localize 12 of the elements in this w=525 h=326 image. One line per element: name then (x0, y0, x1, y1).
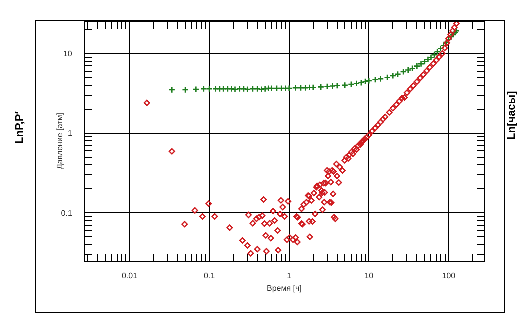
text: Ln[часы] (506, 90, 518, 140)
x-tick-label: 100 (442, 272, 456, 281)
text: LnP,P′ (14, 111, 26, 144)
y-tick-label: 1 (68, 129, 73, 138)
y-axis-title: Давление [атм] (56, 113, 64, 170)
x-tick-label: 0.1 (204, 272, 216, 281)
x-tick-label: 10 (364, 272, 374, 281)
x-axis-title: Время [ч] (267, 284, 302, 293)
x-tick-label: 0.01 (122, 272, 138, 281)
x-tick-label: 1 (287, 272, 292, 281)
y-tick-label: 0.1 (61, 208, 73, 218)
y-tick-label: 10 (63, 50, 73, 58)
